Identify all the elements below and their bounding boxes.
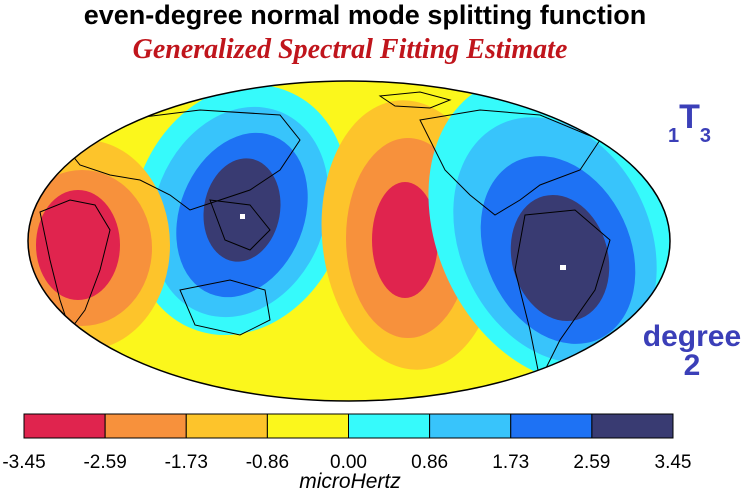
mode-label-type: T <box>679 98 700 136</box>
splitting-field <box>28 81 670 401</box>
mode-label-overtone: 1 <box>668 125 680 147</box>
colorbar-swatch <box>429 413 512 439</box>
colorbar <box>23 413 674 439</box>
globe-outline <box>27 80 671 402</box>
greenland-coastline <box>378 91 452 109</box>
colorbar-swatch <box>591 413 674 439</box>
colorbar-swatch <box>104 413 187 439</box>
africa-coastline <box>39 199 111 332</box>
colorbar-swatch <box>185 413 268 439</box>
degree-label-word: degree <box>642 320 742 353</box>
southeast-asia-coastline <box>209 199 271 251</box>
colorbar-tick-label: 2.59 <box>573 452 611 473</box>
asia-anomaly-core <box>203 158 281 262</box>
mode-label-order: 3 <box>699 125 712 147</box>
degree-label: degree 2 <box>636 320 748 382</box>
colorbar-swatch <box>266 413 349 439</box>
asia-marker <box>240 214 245 219</box>
mode-label: 1T3 <box>668 98 711 147</box>
figure-title: even-degree normal mode splitting functi… <box>83 0 647 30</box>
figure-subtitle: Generalized Spectral Fitting Estimate <box>132 34 568 65</box>
colorbar-tick-label: 3.45 <box>654 452 692 473</box>
americas-anomaly-core <box>510 194 610 322</box>
colorbar-tick-label: -0.86 <box>245 452 290 473</box>
colorbar-swatch <box>23 413 106 439</box>
colorbar-tick-label: 0.86 <box>411 452 449 473</box>
colorbar-tick-label: 1.73 <box>492 452 530 473</box>
colorbar-tick-label: -1.73 <box>164 452 208 473</box>
degree-label-value: 2 <box>683 349 701 382</box>
colorbar-tick-label: 0.00 <box>330 452 367 473</box>
colorbar-tick-label: -3.45 <box>2 452 46 473</box>
eurasia-coastline <box>59 109 301 211</box>
colorbar-tick-label: -2.59 <box>83 452 127 473</box>
south-america-marker <box>560 265 566 270</box>
north-america-coastline <box>419 109 601 216</box>
pacific-anomaly-core <box>372 182 438 298</box>
coastlines <box>39 91 611 382</box>
south-america-coastline <box>514 209 611 382</box>
africa-anomaly-core <box>36 190 120 300</box>
colorbar-units: microHertz <box>299 470 401 493</box>
colorbar-swatch <box>510 413 593 439</box>
australia-coastline <box>179 279 271 336</box>
colorbar-swatch <box>348 413 431 439</box>
